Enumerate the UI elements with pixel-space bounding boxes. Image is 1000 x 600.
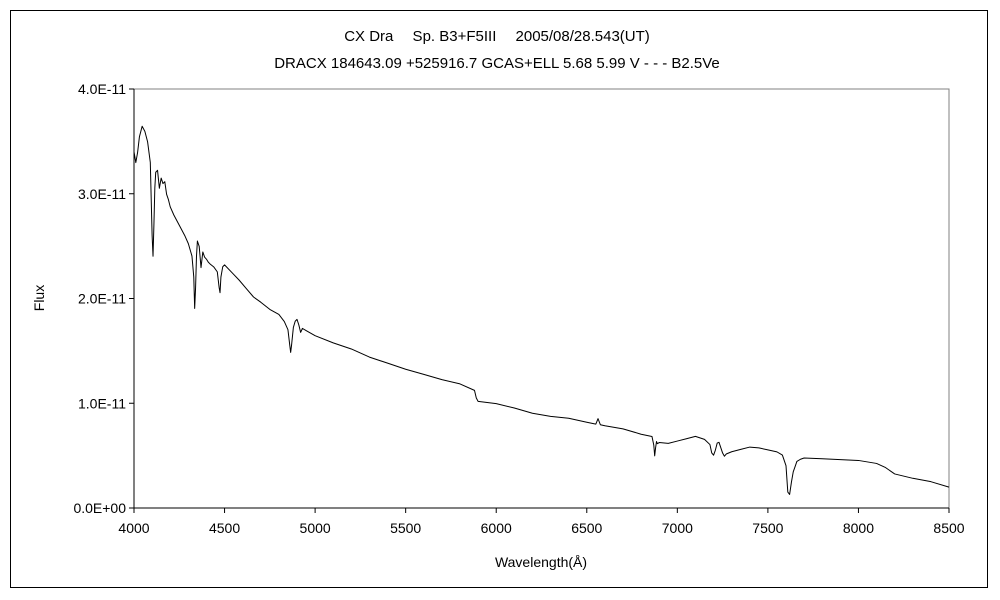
y-tick-label: 2.0E-11 — [78, 291, 126, 307]
y-tick-label: 0.0E+00 — [73, 500, 126, 516]
chart-title-line2: DRACX 184643.09 +525916.7 GCAS+ELL 5.68 … — [274, 55, 720, 72]
x-axis-label: Wavelength(Å) — [495, 554, 587, 570]
x-tick-label: 8500 — [933, 520, 964, 536]
x-tick-label: 4000 — [118, 520, 149, 536]
chart-title-line1: CX Dra Sp. B3+F5III 2005/08/28.543(UT) — [344, 28, 650, 45]
y-axis-label: Flux — [31, 285, 47, 311]
y-tick-label: 1.0E-11 — [78, 395, 126, 411]
y-axis: 0.0E+00 1.0E-11 2.0E-11 3.0E-11 4.0E-11 — [73, 81, 135, 516]
series-group — [133, 125, 950, 495]
chart-frame — [10, 10, 988, 588]
y-tick-label: 3.0E-11 — [78, 186, 126, 202]
spectrum-line — [133, 125, 950, 495]
x-tick-label: 7000 — [662, 520, 693, 536]
x-tick-label: 4500 — [209, 520, 240, 536]
x-tick-label: 5000 — [300, 520, 331, 536]
x-tick-label: 6000 — [481, 520, 512, 536]
x-tick-label: 7500 — [752, 520, 783, 536]
x-tick-label: 5500 — [390, 520, 421, 536]
y-tick-label: 4.0E-11 — [78, 81, 126, 97]
x-tick-label: 6500 — [571, 520, 602, 536]
x-tick-label: 8000 — [843, 520, 874, 536]
x-axis: 4000 4500 5000 5500 6000 6500 7000 7500 8000 8500 — [118, 507, 965, 536]
